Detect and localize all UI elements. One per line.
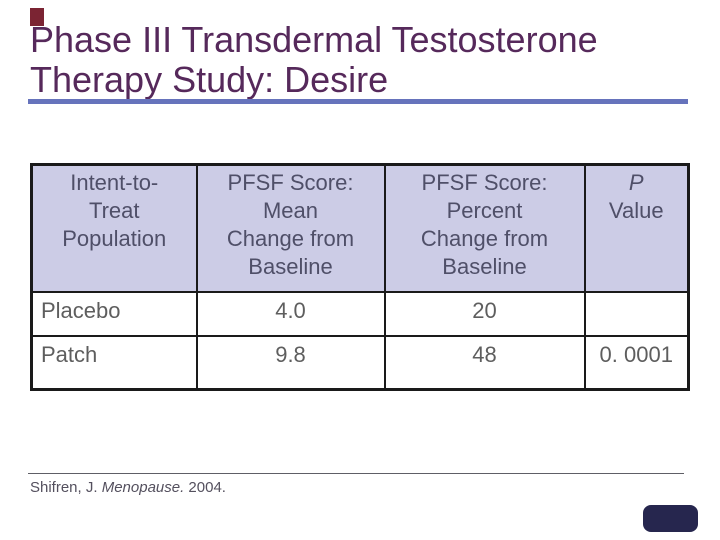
header-line: Baseline — [442, 254, 527, 279]
slide-title: Phase III Transdermal Testosterone Therap… — [30, 20, 598, 100]
citation-year: 2004. — [184, 479, 226, 496]
header-line: Baseline — [248, 254, 333, 279]
header-line: Mean — [262, 198, 319, 223]
cell-placebo-mean-change: 4.0 — [195, 290, 386, 337]
title-underline-rule — [28, 99, 688, 104]
citation-author: Shifren, J. — [30, 479, 102, 496]
slide-title-line-2: Therapy Study: Desire — [30, 59, 389, 100]
cell-placebo-percent-change: 20 — [383, 290, 586, 337]
cell-patch-p-value: 0. 0001 — [583, 334, 690, 391]
results-table: Intent-to- Treat Population PFSF Score: Mea… — [30, 163, 690, 391]
cell-patch-label: Patch — [30, 334, 198, 391]
header-line: PFSF Score: — [421, 170, 548, 195]
header-line: P — [628, 170, 644, 195]
cell-patch-percent-change: 48 — [383, 334, 586, 391]
table-header-row: Intent-to- Treat Population PFSF Score: Mea… — [30, 163, 690, 293]
cell-placebo-p-value — [583, 290, 690, 337]
col-header-percent-change: PFSF Score: Percent Change from Baseline — [383, 163, 586, 293]
col-header-mean-change: PFSF Score: Mean Change from Baseline — [195, 163, 386, 293]
table-row-patch: Patch 9.8 48 0. 0001 — [30, 334, 690, 391]
header-line: Intent-to- — [70, 170, 159, 195]
header-line: Change from — [226, 226, 355, 251]
citation-journal: Menopause. — [101, 479, 185, 496]
footer-divider-rule — [28, 473, 684, 474]
table-row-placebo: Placebo 4.0 20 — [30, 290, 690, 337]
header-line: Value — [608, 198, 664, 223]
cell-patch-mean-change: 9.8 — [195, 334, 386, 391]
header-line: PFSF Score: — [227, 170, 354, 195]
col-header-population: Intent-to- Treat Population — [30, 163, 198, 293]
col-header-p-value: P Value — [583, 163, 690, 293]
cell-placebo-label: Placebo — [30, 290, 198, 337]
header-line: Change from — [420, 226, 549, 251]
citation: Shifren, J. Menopause. 2004. — [30, 478, 226, 497]
navy-accent-rounded-rectangle — [643, 505, 698, 532]
slide-title-line-1: Phase III Transdermal Testosterone — [30, 19, 598, 60]
header-line: Treat — [88, 198, 140, 223]
header-line: Percent — [446, 198, 523, 223]
red-accent-rectangle — [30, 8, 44, 26]
header-line: Population — [62, 226, 167, 251]
